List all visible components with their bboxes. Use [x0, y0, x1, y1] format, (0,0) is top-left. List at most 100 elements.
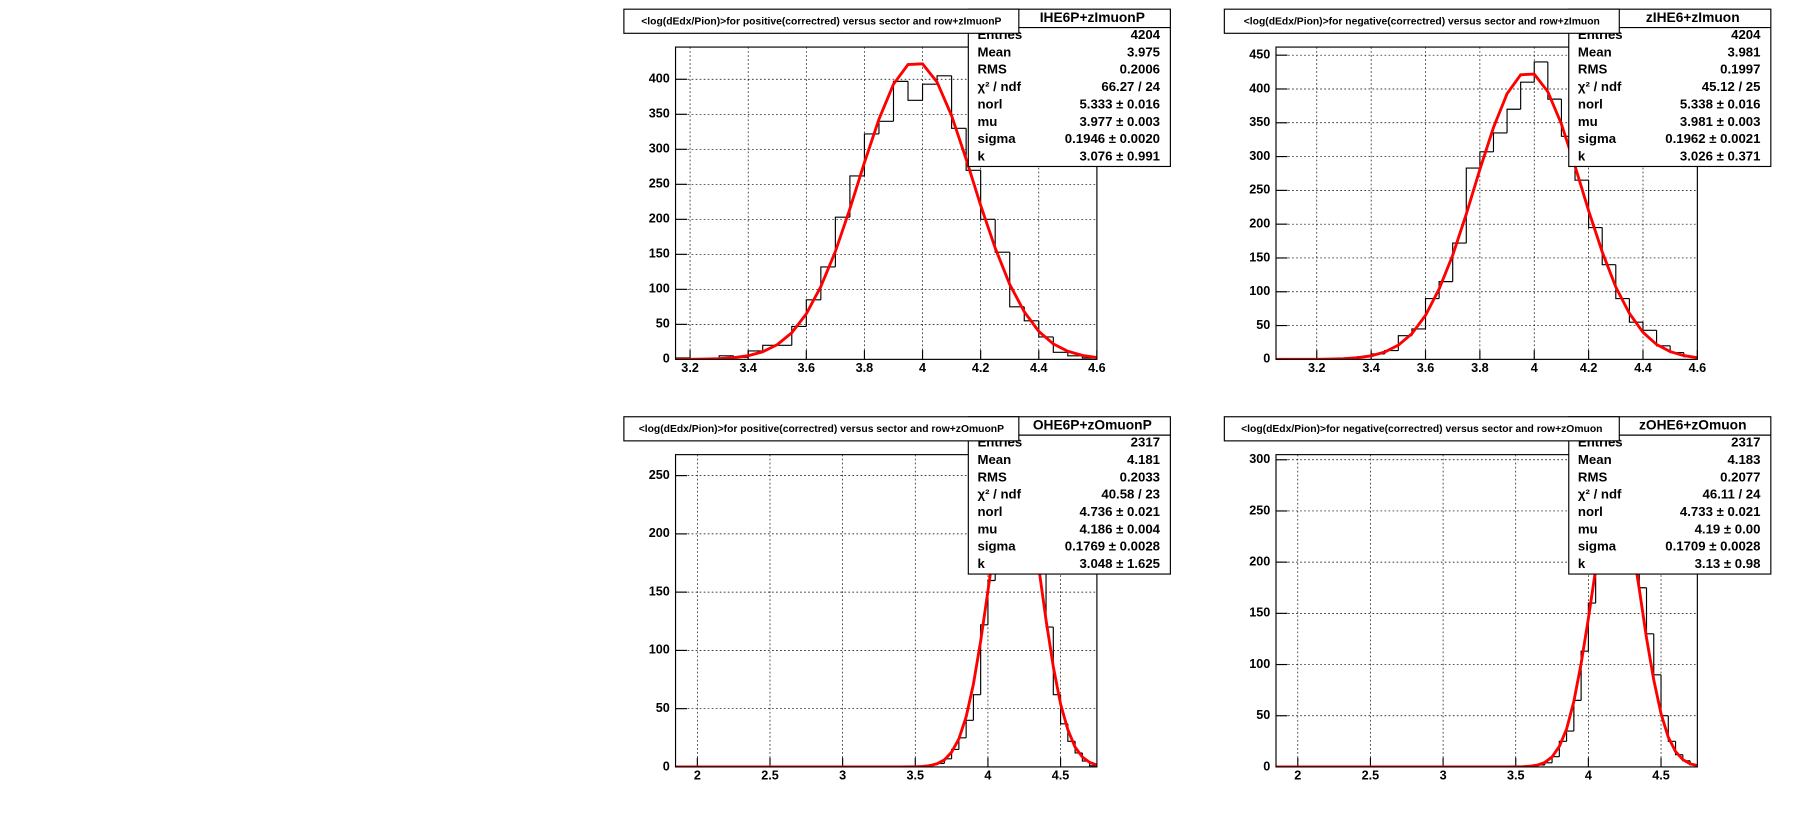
stats-label: Mean — [1578, 452, 1612, 467]
stats-name: IHE6P+zImuonP — [1040, 10, 1145, 25]
stats-label: RMS — [977, 469, 1007, 484]
x-tick-label: 3.4 — [1362, 361, 1380, 375]
stats-value: 0.1709 ± 0.0028 — [1665, 539, 1760, 554]
histogram-bin — [1558, 740, 1567, 757]
stats-value: 3.13 ± 0.98 — [1695, 556, 1761, 571]
stats-value: 46.11 / 24 — [1703, 487, 1762, 502]
histogram-bin — [1520, 81, 1535, 110]
y-tick-label: 250 — [1249, 183, 1270, 197]
stats-label: Mean — [977, 452, 1011, 467]
stats-value: 5.338 ± 0.016 — [1680, 96, 1761, 111]
y-tick-label: 250 — [1249, 503, 1270, 517]
y-tick-label: 350 — [649, 107, 670, 121]
x-tick-label: 4.2 — [972, 361, 990, 375]
plot-frame — [1275, 46, 1698, 360]
x-tick-label: 3.2 — [1308, 361, 1326, 375]
y-tick-label: 250 — [649, 468, 670, 482]
fit-curve — [1276, 72, 1698, 360]
y-tick-label: 50 — [1256, 318, 1270, 332]
histogram-bin — [1452, 242, 1467, 282]
x-tick-label: 4 — [1531, 361, 1538, 375]
x-tick-label: 2 — [1294, 768, 1301, 782]
x-tick-label: 2.5 — [761, 768, 779, 782]
stats-value: 4204 — [1731, 27, 1761, 42]
stats-value: 0.1769 ± 0.0028 — [1065, 539, 1160, 554]
x-tick-label: 3.5 — [1507, 768, 1525, 782]
y-tick-label: 100 — [649, 282, 670, 296]
stats-label: χ² / ndf — [977, 79, 1021, 94]
x-tick-label: 4.6 — [1088, 361, 1106, 375]
stats-name: zIHE6+zImuon — [1646, 10, 1740, 25]
histogram-bin — [987, 579, 996, 625]
x-tick-label: 4 — [984, 768, 991, 782]
y-tick-label: 400 — [649, 72, 670, 86]
x-tick-label: 3 — [839, 768, 846, 782]
stats-label: sigma — [1578, 539, 1617, 554]
stats-label: RMS — [1578, 469, 1608, 484]
stats-value: 5.333 ± 0.016 — [1079, 96, 1160, 111]
stats-label: χ² / ndf — [977, 487, 1021, 502]
histogram-bin — [1588, 180, 1603, 229]
stats-value: 3.977 ± 0.003 — [1079, 114, 1160, 129]
stats-name: zOHE6+zOmuon — [1639, 418, 1746, 433]
stats-value: 4.181 — [1127, 452, 1160, 467]
x-tick-label: 3 — [1440, 768, 1447, 782]
chart-title: <log(dEdx/Pion)>for positive(correctred)… — [641, 17, 1001, 28]
stats-value: 3.026 ± 0.371 — [1680, 148, 1761, 163]
stats-label: Mean — [1578, 44, 1612, 59]
fit-curve — [675, 62, 1097, 360]
stats-value: 0.2077 — [1720, 469, 1760, 484]
y-tick-label: 200 — [1249, 554, 1270, 568]
stats-name: OHE6P+zOmuonP — [1033, 418, 1152, 433]
stats-label: mu — [1578, 114, 1598, 129]
histogram-panel: 3.2 3.4 3.6 3.8 4 4.2 4.4 4.6 0 50 100 150 200 250 300… — [623, 8, 1171, 375]
stats-label: k — [1578, 556, 1586, 571]
histogram-bin — [972, 694, 981, 721]
histogram-bin — [1547, 61, 1562, 100]
stats-value: 4.183 — [1727, 452, 1760, 467]
y-tick-label: 0 — [1263, 352, 1270, 366]
x-tick-label: 4.6 — [1689, 361, 1707, 375]
histogram-bin — [1674, 741, 1683, 756]
y-tick-label: 150 — [649, 247, 670, 261]
histogram-bin — [1067, 352, 1083, 357]
x-tick-label: 3.6 — [798, 361, 816, 375]
stats-value: 40.58 / 23 — [1101, 487, 1160, 502]
x-tick-label: 4 — [919, 361, 926, 375]
histogram-bin — [1667, 715, 1676, 742]
plot-frame — [1275, 454, 1698, 768]
histogram-bin — [1479, 151, 1494, 169]
histogram-bin — [1492, 132, 1508, 152]
stats-value: 0.2033 — [1120, 469, 1160, 484]
y-tick-label: 350 — [1249, 115, 1270, 129]
stats-label: k — [977, 148, 985, 163]
stats-value: 0.2006 — [1120, 62, 1160, 77]
y-tick-label: 0 — [663, 759, 670, 773]
histogram-bin — [1587, 602, 1596, 652]
y-tick-label: 50 — [1256, 708, 1270, 722]
y-tick-label: 100 — [649, 643, 670, 657]
x-tick-label: 3.8 — [1471, 361, 1489, 375]
stats-label: χ² / ndf — [1578, 487, 1622, 502]
histogram-panel: 2 2.5 3 3.5 4 4.5 0 50 100 150 200 250 OHE6P+zOmuonP… — [623, 416, 1171, 782]
y-tick-label: 50 — [656, 317, 670, 331]
histogram-bin — [1628, 298, 1643, 323]
stats-value: 4.19 ± 0.00 — [1695, 521, 1761, 536]
y-tick-label: 200 — [649, 212, 670, 226]
stats-value: 2317 — [1731, 435, 1760, 450]
stats-value: 2317 — [1131, 435, 1160, 450]
histogram-bin — [965, 128, 981, 171]
plot-frame — [674, 46, 1098, 360]
stats-label: sigma — [977, 131, 1016, 146]
y-tick-label: 400 — [1249, 81, 1270, 95]
histogram-bin — [1580, 650, 1589, 701]
y-tick-label: 250 — [649, 177, 670, 191]
stats-value: 0.1962 ± 0.0021 — [1665, 131, 1760, 146]
stats-label: norl — [1578, 96, 1603, 111]
stats-label: RMS — [1578, 62, 1608, 77]
y-tick-label: 150 — [1249, 606, 1270, 620]
histogram-bin — [791, 325, 807, 346]
stats-label: RMS — [977, 62, 1007, 77]
y-tick-label: 450 — [1249, 48, 1270, 62]
